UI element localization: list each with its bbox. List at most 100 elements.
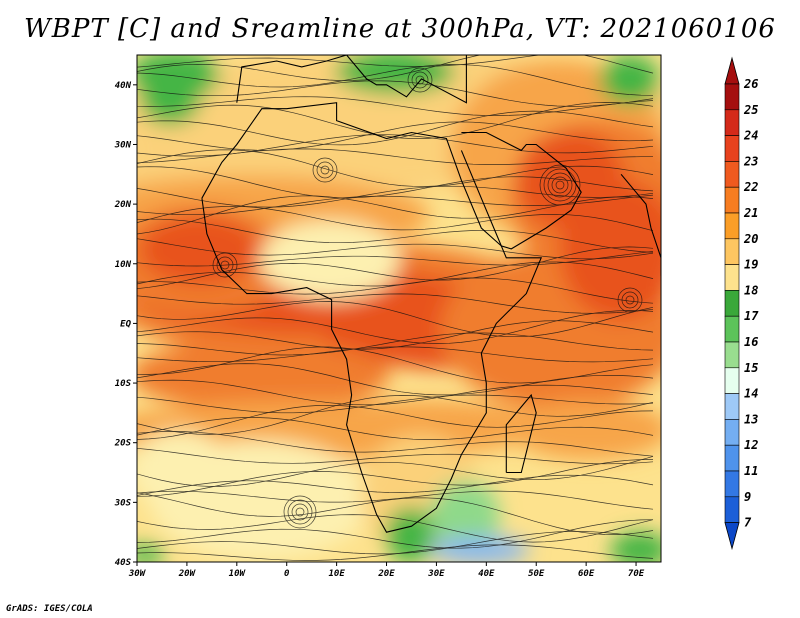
lat-label: 40S xyxy=(115,558,132,568)
field-patch xyxy=(137,545,165,562)
streamline xyxy=(137,394,654,414)
streamline-vortex xyxy=(320,165,330,175)
streamline-vortex xyxy=(312,157,338,183)
coastlines xyxy=(201,55,661,533)
colorbar-label: 21 xyxy=(743,206,758,220)
latitude-ticks: 40N 30N 20N 10N EQ 10S 20S 30S 40S xyxy=(114,81,137,568)
coastline xyxy=(505,393,537,474)
colorbar-swatch xyxy=(724,83,740,111)
lon-label: 50E xyxy=(528,569,545,579)
coastline xyxy=(460,131,582,250)
streamline xyxy=(137,134,654,157)
field-patch xyxy=(140,215,260,285)
streamline xyxy=(137,363,654,396)
field-patch xyxy=(140,75,200,125)
longitude-ticks: 30W 20W 10W 0 10E 20E 30E 40E 50E 60E 70E xyxy=(128,562,645,579)
lat-label: 30N xyxy=(114,140,132,150)
colorbar-label: 20 xyxy=(743,232,758,246)
colorbar-label: 25 xyxy=(743,103,758,117)
streamline xyxy=(137,544,654,561)
colorbar-swatch xyxy=(724,186,740,214)
colorbar-swatch xyxy=(724,367,740,394)
field-patch xyxy=(430,536,530,562)
lon-label: 20W xyxy=(178,569,197,579)
colorbar-swatch xyxy=(724,161,740,188)
streamline xyxy=(137,474,654,496)
lon-label: 30W xyxy=(128,569,147,579)
colorbar-label: 16 xyxy=(744,335,758,349)
streamline xyxy=(137,417,654,440)
colorbar: 26 25 24 23 22 21 20 19 18 17 16 15 14 13 12 11 9 7 xyxy=(724,56,759,551)
streamline-vortex xyxy=(539,164,581,206)
field-patch xyxy=(300,400,540,440)
streamline-vortex xyxy=(625,295,635,305)
streamline xyxy=(137,320,654,350)
plot-area xyxy=(137,55,661,562)
colorbar-swatch xyxy=(724,290,740,317)
colorbar-bottom-arrow xyxy=(724,522,740,551)
colorbar-label: 23 xyxy=(743,154,758,168)
colorbar-swatch xyxy=(724,444,740,472)
streamline-vortex xyxy=(287,499,313,525)
lat-label: EQ xyxy=(120,319,131,329)
streamline xyxy=(137,102,654,139)
lat-label: 40N xyxy=(115,81,132,91)
lat-label: 30S xyxy=(114,498,132,508)
colorbar-swatch xyxy=(724,419,740,446)
streamline-vortex xyxy=(411,71,429,89)
colorbar-label: 17 xyxy=(744,309,759,323)
streamline-vortex xyxy=(543,168,577,202)
streamline xyxy=(137,121,654,151)
plot-frame xyxy=(136,54,662,563)
grads-credit: GrADS: IGES/COLA xyxy=(6,604,93,614)
colorbar-swatch xyxy=(724,470,740,498)
lat-label: 10N xyxy=(115,260,132,270)
map-figure: 40N 30N 20N 10N EQ 10S 20S 30S 40S 30W 20W 10W 0 10E… xyxy=(114,54,759,579)
streamline-vortex xyxy=(283,495,317,529)
streamline xyxy=(137,514,654,543)
colorbar-label: 9 xyxy=(744,490,751,504)
lon-label: 30E xyxy=(427,569,445,579)
streamline-vortex xyxy=(621,291,639,309)
lon-label: 40E xyxy=(478,569,495,579)
streamline xyxy=(137,301,654,338)
streamline xyxy=(137,346,654,384)
streamline-vortex xyxy=(547,172,573,198)
colorbar-label: 12 xyxy=(744,438,758,452)
streamline xyxy=(137,166,654,199)
lon-label: 10W xyxy=(229,569,247,579)
lat-label: 10S xyxy=(115,379,132,389)
field-patch xyxy=(137,430,230,510)
streamline xyxy=(137,332,654,356)
lon-label: 70E xyxy=(628,569,645,579)
colorbar-label: 19 xyxy=(744,258,758,272)
streamline-vortex xyxy=(551,176,569,194)
streamline xyxy=(137,246,654,290)
streamline xyxy=(137,395,654,435)
field-patch xyxy=(510,400,661,460)
streamline-vortex xyxy=(316,161,334,179)
field-patch xyxy=(610,532,661,562)
lon-label: 60E xyxy=(578,569,595,579)
streamline-vortex xyxy=(617,287,643,313)
wbpt-field xyxy=(137,55,661,562)
streamline xyxy=(137,148,653,165)
colorbar-swatch xyxy=(724,238,740,265)
colorbar-label: 15 xyxy=(744,361,758,375)
lon-label: 0 xyxy=(284,569,290,579)
streamline-vortex xyxy=(407,67,433,93)
streamline xyxy=(137,64,654,96)
streamline xyxy=(137,110,654,146)
colorbar-swatch xyxy=(724,341,740,369)
streamline xyxy=(137,447,654,465)
colorbar-swatch xyxy=(724,135,740,162)
colorbar-swatch xyxy=(724,109,740,136)
coastline xyxy=(201,102,543,533)
streamline xyxy=(137,310,654,344)
lon-label: 10E xyxy=(328,569,345,579)
field-patch xyxy=(560,180,661,320)
field-patch xyxy=(600,55,660,105)
streamline xyxy=(137,261,654,287)
streamlines xyxy=(137,55,654,561)
colorbar-label: 22 xyxy=(743,180,758,194)
